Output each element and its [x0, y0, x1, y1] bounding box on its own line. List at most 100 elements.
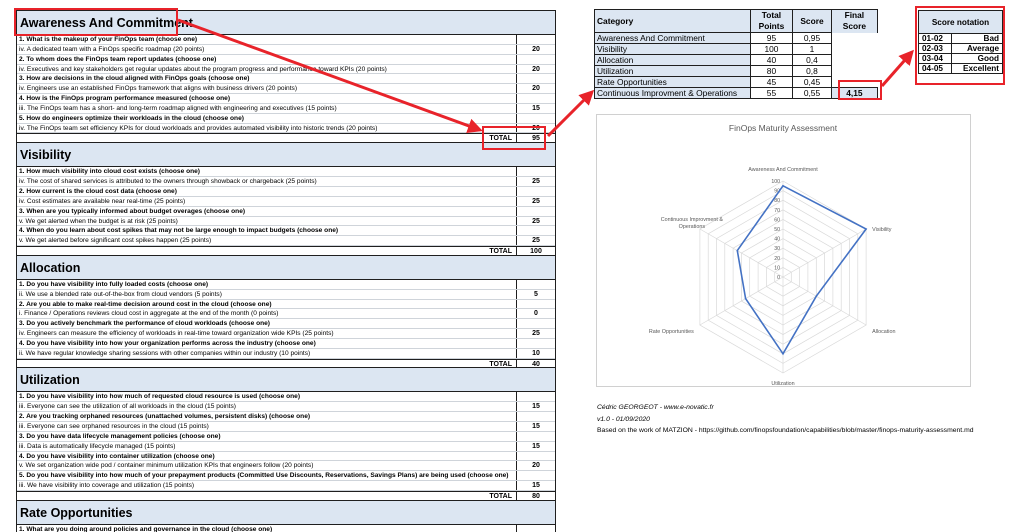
question-text: 1. How much visibility into cloud cost e… — [19, 168, 200, 176]
question-text: 3. When are you typically informed about… — [19, 207, 246, 215]
answer-text: v. We set organization wide pod / contai… — [19, 462, 314, 470]
category-header: Category — [594, 9, 751, 33]
points-cell: 25 — [516, 236, 555, 246]
question-text: 2. Are you able to make real-time decisi… — [19, 300, 272, 308]
answer-row: iv. Executives and key stakeholders get … — [17, 64, 555, 75]
radar-spoke — [782, 228, 867, 278]
answer-row: i. Finance / Operations reviews cloud co… — [17, 309, 555, 320]
answer-row: iii. Everyone can see the utilization of… — [17, 402, 555, 413]
answer-row: iv. Engineers can measure the efficiency… — [17, 329, 555, 339]
radar-point — [744, 297, 747, 300]
points-cell — [516, 94, 555, 103]
score-notation-table: Score notation 01-02 Bad 02-03 Average 03-04… — [917, 10, 1003, 74]
points-cell — [516, 113, 555, 123]
points-cell: 20 — [516, 44, 555, 54]
question-text: 1. What is the makeup of your FinOps tea… — [19, 36, 198, 43]
question-text: 5. How do engineers optimize their workl… — [19, 114, 244, 122]
answer-text: iv. Engineers can measure the efficiency… — [19, 330, 334, 338]
radar-chart-svg: FinOps Maturity Assessment 0 10 20 30 40 50 60 7… — [649, 123, 896, 387]
question-row: 4. Do you have visibility into how your … — [17, 338, 555, 349]
answer-row: iii. The FinOps team has a short- and lo… — [17, 103, 555, 114]
radar-point — [736, 249, 739, 252]
answer-row: ii. We have regular knowledge sharing se… — [17, 348, 555, 359]
total-label: TOTAL — [489, 248, 512, 255]
total-value: 40 — [516, 359, 555, 368]
points-cell — [516, 338, 555, 348]
answer-row: v. We get alerted before significant cos… — [17, 236, 555, 247]
summary-points: 95 — [749, 32, 794, 44]
radar-tick-label: 40 — [774, 237, 780, 243]
total-value: 95 — [516, 134, 555, 142]
answer-text: iv. Cost estimates are available near re… — [19, 197, 186, 205]
answer-text: ii. We use a blended rate out-of-the-box… — [19, 290, 222, 298]
question-row: 2. To whom does the FinOps team report u… — [17, 54, 555, 65]
score-header-label: Score — [800, 15, 824, 26]
score-notation-title: Score notation — [918, 10, 1003, 34]
credit-version: v1.0 - 01/09/2020 — [597, 416, 650, 423]
summary-category: Rate Opportunities — [594, 76, 751, 88]
radar-category-label: Rate Opportunities — [649, 329, 694, 335]
summary-points: 45 — [749, 76, 794, 88]
radar-point — [782, 353, 784, 355]
radar-category-label: Continuous Improvment & — [661, 217, 724, 223]
answer-text: iii. The FinOps team has a short- and lo… — [19, 104, 337, 112]
total-value: 100 — [516, 247, 555, 255]
points-cell: 15 — [516, 103, 555, 113]
question-text: 4. Do you have visibility into how your … — [19, 339, 316, 347]
radar-category-label: Allocation — [872, 329, 895, 335]
answer-row: iv. The FinOps team set efficiency KPIs … — [17, 123, 555, 134]
question-text: 4. Do you have visibility into container… — [19, 452, 215, 460]
radar-category-label: Operations — [679, 224, 706, 230]
summary-row: Utilization 80 0,8 — [594, 65, 878, 77]
question-row: 5. Do you have visibility into how much … — [17, 471, 555, 482]
radar-tick-label: 0 — [777, 275, 780, 281]
final-score-header: Final Score — [830, 9, 879, 33]
category-summary-table: Category Total Points Score Final Score … — [594, 9, 879, 99]
points-cell: 20 — [516, 123, 555, 133]
radar-tick-label: 100 — [771, 179, 780, 185]
question-row: 5. How do engineers optimize their workl… — [17, 113, 555, 124]
points-cell — [516, 299, 555, 309]
points-cell — [516, 279, 555, 289]
summary-score: 1 — [792, 43, 832, 55]
annotation-box-section-title — [14, 8, 178, 36]
question-text: 3. Do you have data lifecycle management… — [19, 432, 221, 440]
question-row: 3. Do you have data lifecycle management… — [17, 431, 555, 442]
arrow-final-to-notation — [880, 49, 914, 87]
answer-row: v. We get alerted when the budget is at … — [17, 216, 555, 227]
answer-text: iii. Everyone can see the utilization of… — [19, 403, 236, 411]
summary-score: 0,45 — [792, 76, 832, 88]
answer-text: iv. The FinOps team set efficiency KPIs … — [19, 124, 378, 132]
summary-score: 0,4 — [792, 54, 832, 66]
summary-points: 55 — [749, 87, 794, 99]
summary-row: Rate Opportunities 45 0,45 — [594, 76, 878, 88]
answer-row: iv. The cost of shared services is attri… — [17, 177, 555, 187]
answer-row: iv. A dedicated team with a FinOps speci… — [17, 44, 555, 55]
answer-text: v. We get alerted before significant cos… — [19, 237, 212, 245]
question-row: 2. Are you tracking orphaned resources (… — [17, 412, 555, 422]
question-text: 2. How current is the cloud cost data (c… — [19, 187, 177, 195]
points-cell: 10 — [516, 348, 555, 358]
question-text: 3. Do you actively benchmark the perform… — [19, 320, 270, 328]
answer-row: v. We set organization wide pod / contai… — [17, 461, 555, 472]
points-cell: 20 — [516, 64, 555, 74]
radar-category-label: Utilization — [771, 381, 794, 386]
radar-chart: FinOps Maturity Assessment 0 10 20 30 40 50 60 7… — [596, 114, 971, 387]
annotation-box-score-notation — [915, 6, 1005, 85]
radar-spoke — [699, 228, 784, 278]
radar-tick-label: 90 — [774, 189, 780, 195]
total-points-header: Total Points — [749, 9, 794, 33]
question-row: 3. Do you actively benchmark the perform… — [17, 319, 555, 330]
category-header-label: Category — [597, 15, 634, 26]
radar-tick-label: 20 — [774, 256, 780, 262]
question-row: 4. Do you have visibility into container… — [17, 451, 555, 462]
points-cell — [516, 74, 555, 84]
question-row: 1. Do you have visibility into how much … — [17, 392, 555, 403]
total-label: TOTAL — [489, 492, 512, 500]
points-cell: 0 — [516, 309, 555, 319]
answer-text: iv. Executives and key stakeholders get … — [19, 65, 387, 73]
radar-tick-label: 80 — [774, 198, 780, 204]
summary-points: 40 — [749, 54, 794, 66]
question-row: 4. How is the FinOps program performance… — [17, 94, 555, 104]
question-text: 2. To whom does the FinOps team report u… — [19, 55, 217, 63]
